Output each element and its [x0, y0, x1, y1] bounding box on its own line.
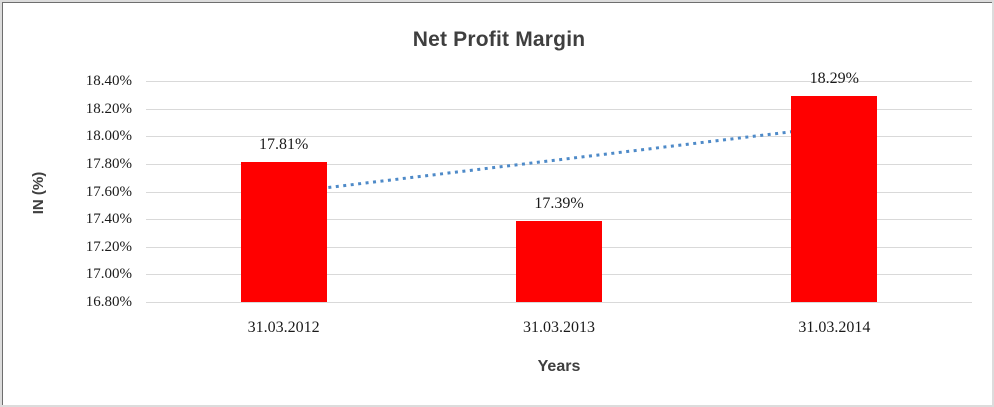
bar-31.03.2014 [791, 96, 878, 302]
y-axis-tick-label: 17.60% [85, 183, 132, 200]
x-axis-title: Years [537, 358, 581, 375]
data-label: 17.39% [534, 194, 584, 212]
y-axis-tick-label: 17.20% [85, 238, 132, 255]
gridline [146, 108, 972, 110]
x-axis-category-label: 31.03.2014 [798, 319, 871, 336]
y-axis-tick-label: 16.80% [85, 294, 132, 310]
y-axis-tick-label: 17.00% [85, 266, 132, 283]
x-axis-category-label: 31.03.2012 [247, 319, 320, 336]
chart-title: Net Profit Margin [412, 28, 586, 51]
y-axis-tick-label: 18.20% [85, 100, 132, 117]
x-axis-category-label: 31.03.2013 [523, 319, 595, 336]
bar-31.03.2012 [240, 162, 327, 302]
y-axis-tick-label: 17.80% [85, 155, 132, 172]
data-label: 18.29% [809, 70, 859, 88]
gridline [146, 81, 972, 82]
data-label: 17.81% [258, 136, 309, 154]
y-axis-tick-label: 17.40% [85, 211, 132, 228]
gridline [146, 219, 972, 221]
y-axis-tick-label: 18.00% [85, 128, 132, 145]
bar-31.03.2013 [516, 220, 602, 302]
gridline [146, 302, 972, 303]
y-axis-tick-label: 18.40% [85, 73, 132, 89]
